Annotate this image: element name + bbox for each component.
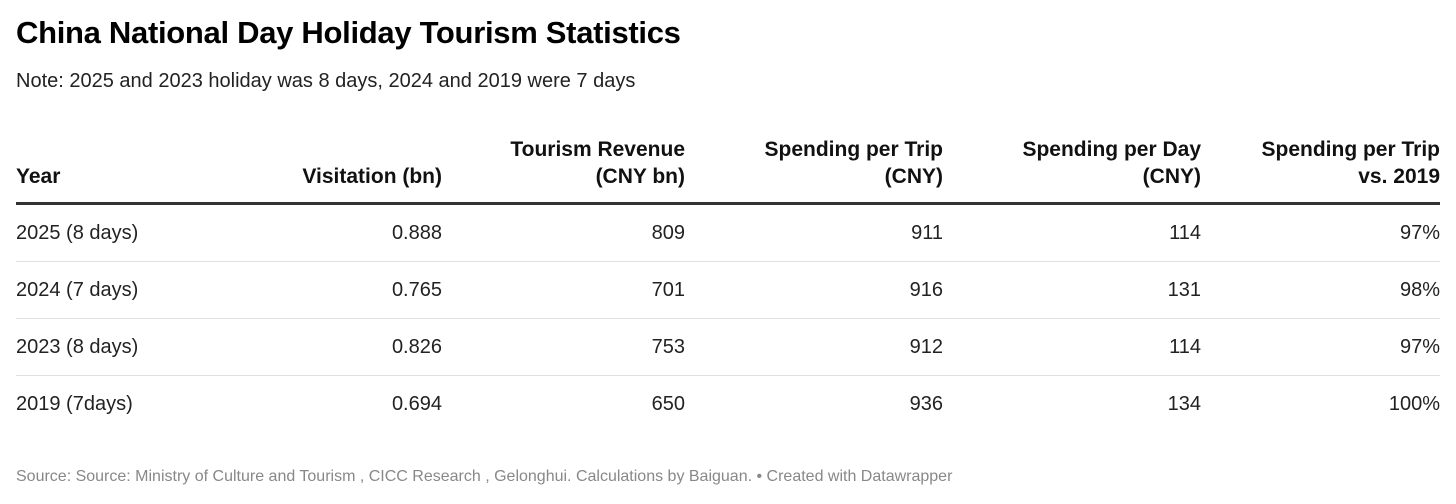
table-cell: 0.826	[176, 318, 442, 376]
table-cell: 97%	[1201, 203, 1440, 262]
column-header-label: Year	[16, 165, 61, 188]
table-cell: 2019 (7days)	[16, 392, 133, 415]
table-cell: 911	[685, 203, 943, 262]
table-cell: 114	[943, 203, 1201, 262]
column-header: Visitation (bn)	[176, 136, 442, 205]
table-cell: 753	[442, 318, 685, 376]
table-cell: 100%	[1388, 392, 1440, 415]
column-header: Spending per Trip (CNY)	[685, 136, 943, 205]
data-table: Year Visitation (bn) Tourism Revenue (CN…	[16, 136, 1440, 432]
column-header: Tourism Revenue (CNY bn)	[442, 136, 685, 205]
table-cell: 98%	[1201, 261, 1440, 319]
table-cell: 809	[442, 203, 685, 262]
column-header-label: Spending per Trip (CNY)	[764, 138, 943, 188]
table-cell: 936	[909, 392, 943, 415]
table-cell: 114	[943, 318, 1201, 376]
table-row: 2023 (8 days) 0.826 753 912 114 97%	[16, 318, 1440, 376]
table-cell: 916	[685, 261, 943, 319]
table-cell: 2024 (7 days)	[16, 261, 176, 319]
chart-subtitle: Note: 2025 and 2023 holiday was 8 days, …	[16, 70, 636, 92]
table-cell: 0.694	[391, 392, 442, 415]
column-header: Spending per Day (CNY)	[943, 136, 1201, 205]
column-header-label: Spending per Trip vs. 2019	[1261, 138, 1440, 188]
table-cell: 97%	[1201, 318, 1440, 376]
table-cell: 2023 (8 days)	[16, 318, 176, 376]
table-row: 2025 (8 days) 0.888 809 911 114 97%	[16, 203, 1440, 262]
table-row: 2024 (7 days) 0.765 701 916 131 98%	[16, 261, 1440, 319]
column-header-label: Spending per Day (CNY)	[1022, 138, 1201, 188]
table-cell: 0.765	[176, 261, 442, 319]
table-cell: 0.888	[176, 203, 442, 262]
table-row: 2019 (7days) 0.694 650 936 134 100%	[16, 376, 1440, 433]
source-footer: Source: Source: Ministry of Culture and …	[16, 468, 953, 485]
table-cell: 701	[442, 261, 685, 319]
column-header-label: Tourism Revenue (CNY bn)	[510, 138, 685, 188]
table-cell: 134	[1167, 392, 1201, 415]
column-header: Spending per Trip vs. 2019	[1201, 136, 1440, 205]
table-cell: 650	[651, 392, 685, 415]
table-cell: 131	[943, 261, 1201, 319]
column-header-label: Visitation (bn)	[302, 165, 442, 188]
table-header-row: Year Visitation (bn) Tourism Revenue (CN…	[16, 136, 1440, 205]
table-cell: 912	[685, 318, 943, 376]
column-header: Year	[16, 136, 176, 205]
chart-title: China National Day Holiday Tourism Stati…	[16, 15, 681, 50]
table-cell: 2025 (8 days)	[16, 203, 176, 262]
